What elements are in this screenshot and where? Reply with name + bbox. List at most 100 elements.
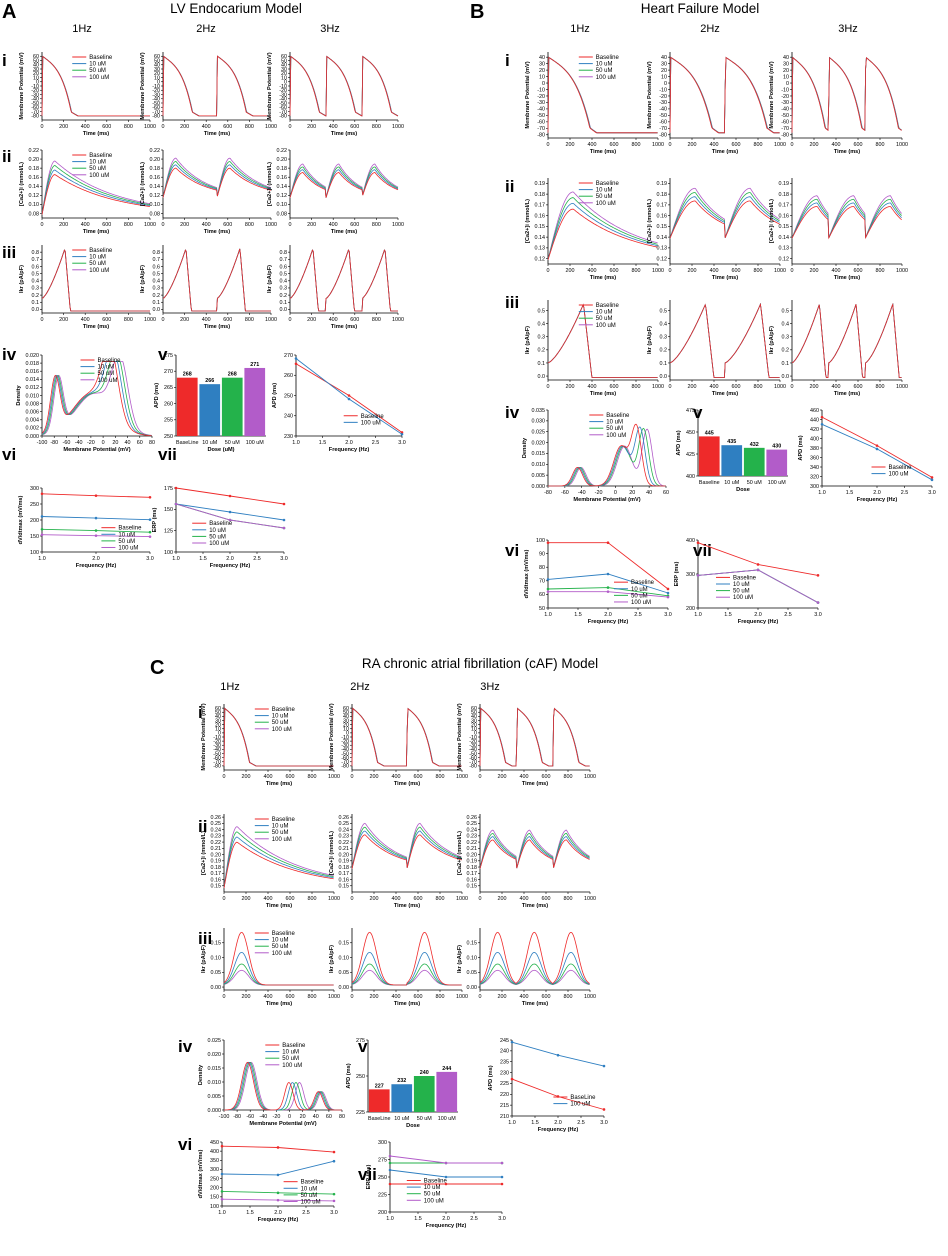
secC-apd-freq-ytick-label: 220 [500, 1092, 509, 1098]
secA-ikr-f3-ytick-label: 0.4 [280, 279, 288, 285]
secC-apd-freq-point [510, 1040, 514, 1044]
secC-mp-f1-legend-label: 10 uM [272, 714, 289, 720]
secA-ikr-f1-ytick-label: 0.2 [32, 293, 40, 299]
secB-ca-f3-ytick-label: 0.16 [779, 213, 790, 219]
secA-density-xtick-label: -60 [63, 440, 71, 446]
secA-mp-f3-ytick-label: 60 [281, 54, 287, 60]
secB-ikr-f2-xtick-label: 200 [688, 384, 697, 390]
secA-apd-freq-xtick-label: 2.0 [345, 440, 353, 446]
secC-mp-f1-xtick-label: 1000 [328, 774, 340, 780]
secC-ikr-f2-xtick-label: 1000 [456, 994, 468, 1000]
secC-ca-f2-xtick-label: 0 [351, 896, 354, 902]
secA-mp-f1-xtick-label: 800 [124, 124, 133, 130]
secB-mp-f2-ytick-label: 0 [664, 81, 667, 87]
secA-mp-f3-ytick-label: 50 [281, 58, 287, 64]
secA-ca-f2-ytick-label: 0.20 [150, 157, 161, 163]
secC-ca-f3-ytick-label: 0.26 [467, 815, 478, 821]
secC-roman-i: i [198, 703, 203, 722]
secB-ikr-f2-series-1 [669, 302, 780, 379]
secA-ca-f2-ytick-label: 0.16 [150, 175, 161, 181]
secB-erp-xtick-label: 1.5 [724, 612, 732, 618]
secC-dvdt-ytick-label: 250 [210, 1176, 219, 1182]
secB-mp-f3-xtick-label: 1000 [896, 142, 908, 148]
secC-mp-f1-legend-label: 50 uM [272, 720, 289, 726]
secB-ca-f1-ytick-label: 0.13 [535, 246, 546, 252]
secC-apd-bar-ytick-label: 250 [356, 1074, 365, 1080]
secB-freq-header: 3Hz [838, 23, 858, 35]
secA-ikr-f2-ytick-label: 0.0 [153, 307, 161, 313]
secC-ca-f1-series-2 [223, 836, 334, 889]
secC-ikr-f3-ylabel: Ikr (pA/pF) [457, 945, 463, 973]
secB-erp-xlabel: Frequency (Hz) [738, 619, 779, 625]
secA-apd-freq-point [294, 362, 298, 366]
secA-ca-f2-ytick-label: 0.08 [150, 211, 161, 217]
secC-ikr-f1-ylabel: Ikr (pA/pF) [201, 945, 207, 973]
secA-ca-f3-xtick-label: 0 [289, 222, 292, 228]
secB-dvdt-point [546, 578, 550, 581]
secA-ikr-f2-series-1 [162, 248, 271, 312]
secA-ikr-f1-ytick-label: 0.3 [32, 286, 40, 292]
secA-ca-f3-xlabel: Time (ms) [331, 229, 357, 235]
secB-ikr-f2-ytick-label: 0.0 [660, 374, 668, 380]
secA-apd-bar-bar-1 [176, 377, 198, 436]
secC-ca-f2-ytick-label: 0.21 [339, 846, 350, 852]
secB-mp-f2-ytick-label: -50 [659, 113, 667, 119]
secB-ca-f3-xtick-label: 0 [791, 268, 794, 274]
secC-erp-ytick-label: 200 [378, 1210, 387, 1216]
secC-density-xtick-label: 60 [326, 1114, 332, 1120]
secB-mp-f1-xtick-label: 200 [566, 142, 575, 148]
secC-roman-ii: ii [198, 817, 207, 836]
secA-dvdt-ylabel: dV/dtmax (mV/ms) [18, 495, 24, 544]
secB-ikr-f1-ylabel: Ikr (pA/pF) [525, 326, 531, 354]
secA-erp-xtick-label: 2.5 [253, 556, 261, 562]
secC-ca-f3-series-1 [479, 839, 590, 869]
secA-ca-f2-xtick-label: 600 [223, 222, 232, 228]
secB-dvdt-ytick-label: 90 [539, 551, 545, 557]
secC-ca-f1-ytick-label: 0.22 [211, 840, 222, 846]
secC-mp-f3-xtick-label: 400 [520, 774, 529, 780]
secB-density-series-3 [548, 427, 666, 487]
secA-dvdt-point [40, 515, 44, 518]
secB-mp-f1-ytick-label: -10 [537, 87, 545, 93]
secA-dvdt-xlabel: Frequency (Hz) [76, 563, 117, 569]
secA-ca-f2-xtick-label: 800 [245, 222, 254, 228]
secA-density-ytick-label: 0.008 [26, 401, 40, 407]
secA-ca-f1-xtick-label: 800 [124, 222, 133, 228]
secB-ikr-f2-ytick-label: 0.3 [660, 335, 668, 341]
secB-mp-f1-ytick-label: -60 [537, 120, 545, 126]
secB-apd-bar-ytick-label: 425 [686, 452, 695, 458]
secC-ca-f1-series-1 [223, 841, 334, 889]
secA-dvdt-legend-label: 10 uM [118, 532, 135, 538]
secC-dvdt-xtick-label: 2.5 [302, 1210, 310, 1216]
secC-mp-f1-ylabel: Membrane Potential (mV) [201, 703, 207, 770]
secB-ikr-f3-xlabel: Time (ms) [834, 391, 860, 397]
secA-mp-f3-ytick-label: -20 [279, 88, 287, 94]
secC-ca-f2-ylabel: [Ca2+]i (mmol/L) [329, 831, 335, 875]
secC-ikr-f2-xtick-label: 200 [370, 994, 379, 1000]
secA-density-ytick-label: 0.000 [26, 434, 40, 440]
secC-mp-f1-xtick-label: 600 [286, 774, 295, 780]
secC-mp-f3-ytick-label: 40 [471, 714, 477, 720]
secC-apd-freq-ytick-label: 225 [500, 1081, 509, 1087]
secC-mp-f2-ytick-label: -30 [341, 743, 349, 749]
secC-apd-freq-legend-label: 100 uM [570, 1102, 590, 1108]
secC-mp-f1-legend-label: Baseline [272, 707, 296, 713]
secC-mp-f3-xtick-label: 800 [564, 774, 573, 780]
secA-ikr-f1-ytick-label: 0.0 [32, 307, 40, 313]
secB-ikr-f1-xtick-label: 1000 [652, 384, 664, 390]
secC-ikr-f3-xtick-label: 800 [564, 994, 573, 1000]
secC-ca-f2-xtick-label: 600 [414, 896, 423, 902]
secC-ikr-f3-ytick-label: 0.10 [467, 955, 478, 961]
secA-density-xtick-label: 80 [149, 440, 155, 446]
secB-mp-f1-ytick-label: 40 [539, 55, 545, 61]
secB-apd-bar-category: Baseline [699, 480, 720, 486]
secA-density-series-4 [41, 361, 152, 436]
secA-mp-f1-xtick-label: 1000 [144, 124, 156, 130]
secA-dvdt-point [40, 527, 44, 531]
secB-dvdt-point [546, 590, 550, 593]
secA-apd-freq-xlabel: Frequency (Hz) [329, 447, 370, 453]
secC-apd-bar-bar-3 [413, 1076, 435, 1112]
secA-mp-f1-series-1 [41, 55, 150, 117]
secC-ca-f3-xtick-label: 200 [498, 896, 507, 902]
